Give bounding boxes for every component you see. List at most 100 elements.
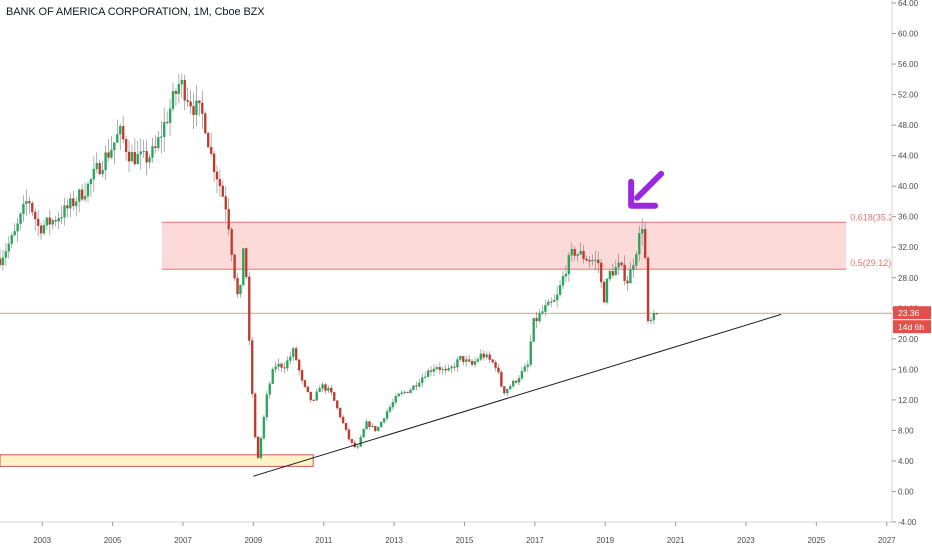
arrow-down-left-icon xyxy=(628,170,665,209)
candle xyxy=(509,386,512,390)
y-tick-label: 36.00 xyxy=(898,213,919,222)
candle xyxy=(541,311,544,314)
candle xyxy=(344,422,348,430)
candle xyxy=(605,278,609,303)
candle xyxy=(16,223,19,232)
candle xyxy=(289,356,292,361)
candle xyxy=(488,354,491,360)
x-tick-label: 2019 xyxy=(596,536,614,545)
x-tick-label: 2011 xyxy=(315,536,333,545)
candle xyxy=(127,151,131,162)
y-tick-label: 0.00 xyxy=(898,487,914,496)
resistance-zone xyxy=(161,222,847,270)
candle xyxy=(432,368,436,372)
candle xyxy=(168,108,172,123)
y-tick-label: 12.00 xyxy=(898,396,919,405)
candle xyxy=(31,202,34,213)
y-tick-label: 52.00 xyxy=(898,91,919,100)
candle xyxy=(350,438,354,443)
candle xyxy=(1,257,5,266)
candle xyxy=(250,340,254,395)
candle xyxy=(380,421,383,428)
candle xyxy=(253,393,257,438)
candle xyxy=(558,285,562,295)
fib-label-0618: 0.618(35.27) xyxy=(850,212,901,222)
candle xyxy=(42,225,46,234)
candle xyxy=(470,361,474,365)
candle xyxy=(397,393,400,397)
candle xyxy=(28,201,31,204)
candle xyxy=(113,142,116,151)
candle xyxy=(13,231,16,236)
candle xyxy=(239,284,242,295)
candle xyxy=(336,400,339,409)
candle xyxy=(400,392,403,395)
candle xyxy=(280,363,283,368)
candle xyxy=(136,154,139,165)
candle xyxy=(107,152,110,158)
candle xyxy=(591,260,594,262)
candle xyxy=(635,254,638,266)
candle xyxy=(415,385,418,387)
candle xyxy=(517,378,521,383)
candle xyxy=(98,163,101,175)
candle xyxy=(218,178,222,187)
candle xyxy=(547,301,550,306)
x-tick-label: 2027 xyxy=(878,536,896,545)
candle xyxy=(306,386,310,393)
x-tick-label: 2003 xyxy=(33,536,51,545)
candle xyxy=(139,151,142,155)
candle xyxy=(7,243,10,252)
candle xyxy=(183,79,186,101)
candle xyxy=(441,368,444,370)
candle xyxy=(110,149,113,158)
candle xyxy=(614,267,617,276)
candle xyxy=(309,391,312,401)
y-tick-label: 40.00 xyxy=(898,182,919,191)
candle xyxy=(544,305,547,312)
candle xyxy=(555,294,559,301)
support-box xyxy=(0,454,314,467)
candle xyxy=(500,371,503,387)
candle xyxy=(330,387,333,393)
candle xyxy=(154,146,157,149)
candle xyxy=(485,354,488,358)
candle xyxy=(236,278,239,295)
last-price-label: 23.36 xyxy=(898,308,920,318)
candle xyxy=(171,91,175,109)
x-tick-label: 2023 xyxy=(737,536,755,545)
candle xyxy=(482,353,486,358)
candle xyxy=(221,185,225,197)
candle xyxy=(207,132,210,148)
candle xyxy=(409,389,412,393)
candle xyxy=(561,276,565,286)
candle xyxy=(277,363,280,367)
candle xyxy=(626,280,629,284)
candle xyxy=(377,426,380,431)
candle xyxy=(63,205,66,218)
candle xyxy=(356,446,359,448)
candle xyxy=(497,367,500,373)
candle xyxy=(453,366,456,368)
candle xyxy=(145,151,148,163)
candle xyxy=(230,229,233,255)
candle xyxy=(359,437,362,447)
candle xyxy=(371,425,374,428)
candle xyxy=(303,380,307,387)
y-tick-label: 56.00 xyxy=(898,60,919,69)
candle xyxy=(160,136,163,138)
candle xyxy=(204,113,207,134)
last-price-tag xyxy=(893,306,931,320)
candle xyxy=(643,229,647,258)
candle xyxy=(124,138,128,153)
y-tick-label: 44.00 xyxy=(898,152,919,161)
candle xyxy=(48,217,52,225)
candle xyxy=(245,248,248,278)
candle xyxy=(550,301,553,303)
candle xyxy=(19,213,22,224)
candle xyxy=(374,425,377,431)
candle xyxy=(256,436,260,458)
candle xyxy=(382,418,386,423)
